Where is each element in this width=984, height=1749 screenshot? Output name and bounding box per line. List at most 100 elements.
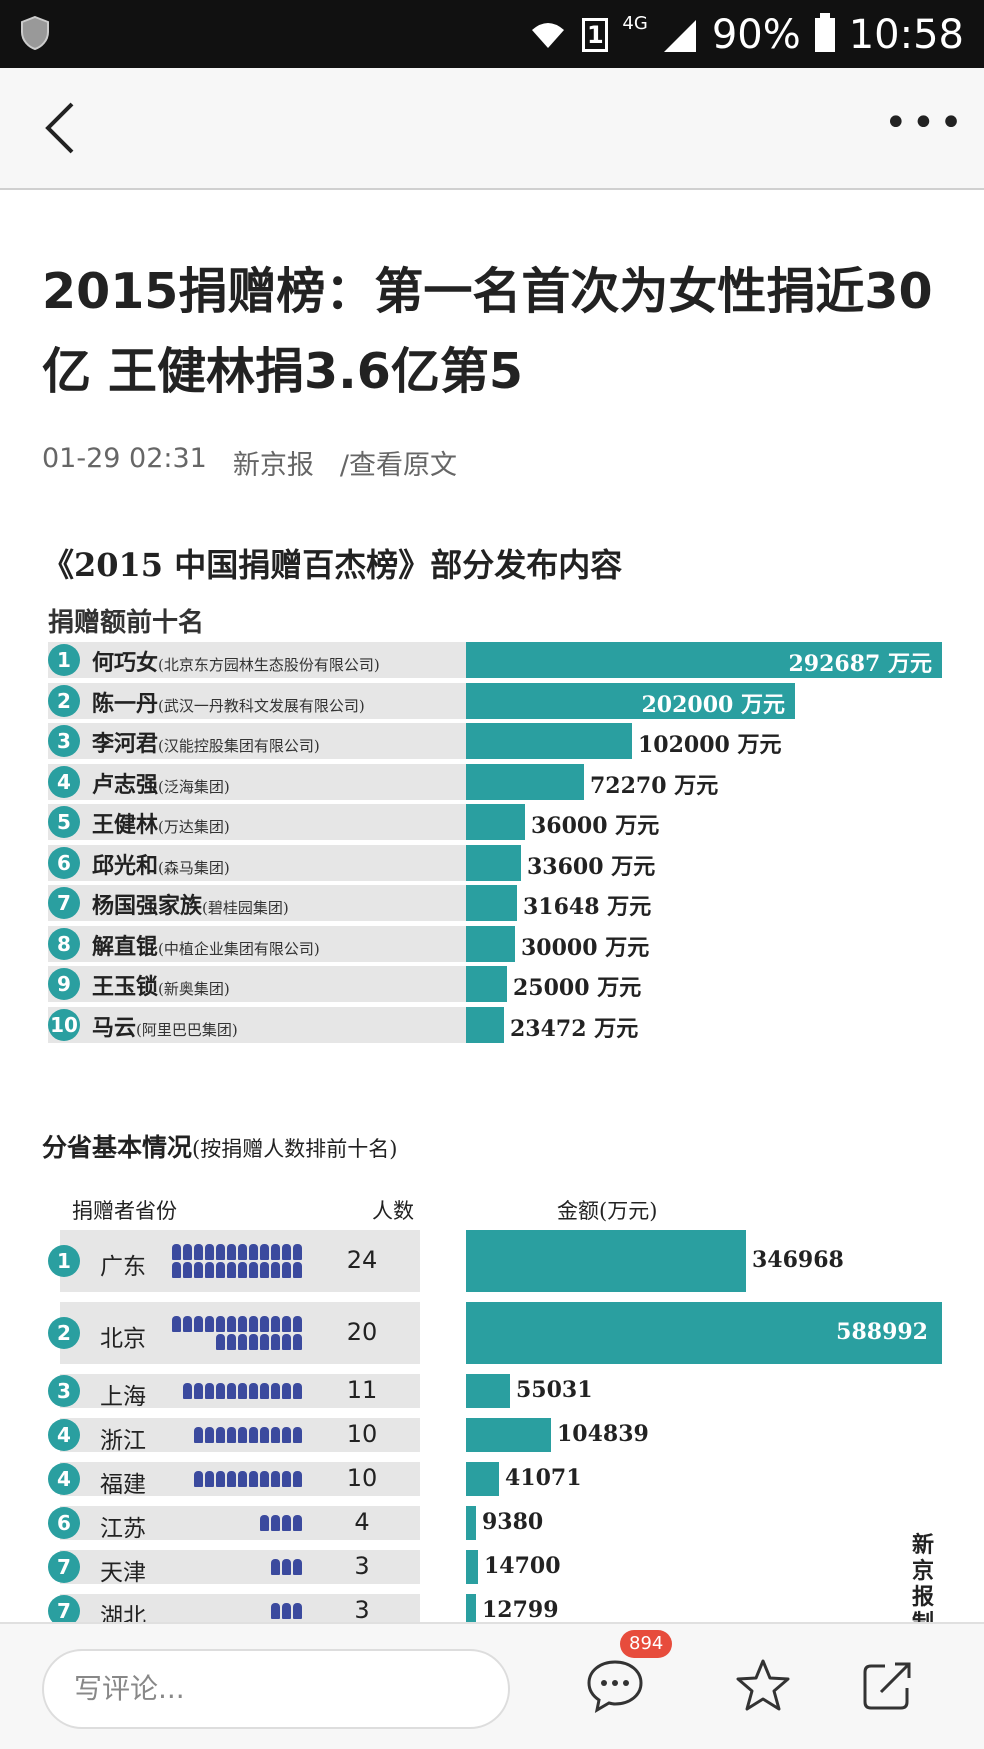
- rank-badge: 4: [48, 1463, 80, 1495]
- person-icon: [293, 1383, 302, 1399]
- donor-row: 2 陈一丹(武汉一丹教科文发展有限公司) 202000 万元: [42, 682, 942, 719]
- person-icon: [282, 1559, 291, 1575]
- donor-name: 李河君(汉能控股集团有限公司): [92, 726, 320, 758]
- province-row: 6 江苏 4 9380: [42, 1506, 942, 1542]
- person-icon: [293, 1262, 302, 1278]
- province-bar: [466, 1374, 510, 1408]
- person-icon: [249, 1262, 258, 1278]
- province-row-bg: [60, 1506, 420, 1540]
- donor-name: 何巧女(北京东方园林生态股份有限公司): [92, 645, 380, 677]
- person-icon: [271, 1603, 280, 1619]
- person-icon: [194, 1262, 203, 1278]
- comment-icon[interactable]: [585, 1656, 645, 1716]
- person-icon: [271, 1383, 280, 1399]
- person-icon: [205, 1262, 214, 1278]
- person-icon: [227, 1471, 236, 1487]
- province-name: 广东: [100, 1254, 146, 1280]
- person-icon: [293, 1515, 302, 1531]
- person-icon: [238, 1471, 247, 1487]
- province-name: 江苏: [100, 1516, 146, 1542]
- donor-count: 24: [346, 1246, 378, 1274]
- article-image[interactable]: 《2015 中国捐赠百杰榜》部分发布内容 捐赠额前十名 1 何巧女(北京东方园林生…: [42, 540, 942, 1622]
- donor-row-bg: [48, 844, 468, 881]
- nav-bar: •••: [0, 68, 984, 190]
- article-meta: 01-29 02:31 新京报 /查看原文: [42, 443, 457, 482]
- donor-row-bg: [48, 885, 468, 921]
- col-count-header: 人数: [372, 1199, 414, 1223]
- donor-count: 3: [354, 1552, 370, 1580]
- people-icons: [172, 1418, 302, 1452]
- donor-row: 10 马云(阿里巴巴集团) 23472 万元: [42, 1006, 942, 1043]
- rank-badge: 9: [48, 968, 80, 1000]
- donor-name-text: 解直锟: [92, 933, 159, 960]
- donor-bar: [466, 682, 795, 719]
- person-icon: [282, 1244, 291, 1260]
- donor-row-bg: [48, 966, 468, 1002]
- province-bar: [466, 1594, 476, 1622]
- donor-name-text: 邱光和: [92, 852, 159, 879]
- infographic-title: 《2015 中国捐赠百杰榜》部分发布内容: [42, 546, 623, 584]
- province-bar: [466, 1462, 499, 1496]
- person-icon: [238, 1244, 247, 1260]
- province-amount: 55031: [516, 1377, 593, 1403]
- province-row: 3 上海 11 55031: [42, 1374, 942, 1410]
- donor-name: 解直锟(中植企业集团有限公司): [92, 929, 320, 961]
- donor-name-text: 王健林: [92, 812, 159, 838]
- person-icon: [271, 1334, 280, 1350]
- province-bar: [466, 1418, 551, 1452]
- donor-row: 1 何巧女(北京东方园林生态股份有限公司) 292687 万元: [42, 642, 942, 678]
- donor-amount: 36000 万元: [531, 813, 660, 839]
- person-icon: [249, 1383, 258, 1399]
- person-icon: [293, 1244, 302, 1260]
- col-amount-header: 金额(万元): [557, 1199, 658, 1223]
- people-icons: [172, 1594, 302, 1622]
- province-amount: 346968: [752, 1247, 844, 1273]
- view-original-link[interactable]: /查看原文: [339, 450, 457, 481]
- person-icon: [216, 1471, 225, 1487]
- donor-amount: 30000 万元: [521, 934, 650, 961]
- person-icon: [260, 1383, 269, 1399]
- credit-label: 新京报制: [912, 1532, 935, 1622]
- province-name: 浙江: [100, 1428, 146, 1454]
- person-icon: [227, 1334, 236, 1350]
- donor-name: 邱光和(森马集团): [92, 848, 230, 880]
- donor-bar: [466, 642, 942, 678]
- person-icon: [205, 1383, 214, 1399]
- person-icon: [227, 1316, 236, 1332]
- donor-bar: [466, 844, 521, 881]
- donor-count: 3: [354, 1596, 370, 1622]
- donor-org: (北京东方园林生态股份有限公司): [158, 656, 380, 674]
- donor-row: 7 杨国强家族(碧桂园集团) 31648 万元: [42, 885, 942, 921]
- person-icon: [227, 1383, 236, 1399]
- donor-bar: [466, 1006, 504, 1043]
- province-bar: [466, 1302, 942, 1364]
- donor-name-text: 卢志强: [92, 771, 159, 798]
- comment-input[interactable]: 写评论...: [42, 1649, 510, 1729]
- share-icon[interactable]: [857, 1656, 917, 1716]
- province-row: 7 湖北 3 12799: [42, 1594, 942, 1622]
- donor-row-bg: [48, 642, 468, 678]
- people-icons: [172, 1230, 302, 1292]
- person-icon: [260, 1262, 269, 1278]
- person-icon: [282, 1262, 291, 1278]
- person-icon: [260, 1471, 269, 1487]
- person-icon: [271, 1244, 280, 1260]
- province-name: 北京: [100, 1326, 146, 1352]
- star-icon[interactable]: [733, 1656, 793, 1716]
- rank-badge: 4: [48, 765, 80, 798]
- battery-icon: [814, 13, 835, 52]
- back-icon[interactable]: [38, 98, 86, 158]
- more-icon[interactable]: •••: [884, 100, 967, 146]
- province-row: 4 浙江 10 104839: [42, 1418, 942, 1454]
- province-row: 4 福建 10 41071: [42, 1462, 942, 1498]
- person-icon: [227, 1244, 236, 1260]
- article-source[interactable]: 新京报: [232, 450, 314, 481]
- rank-badge: 7: [48, 1595, 80, 1622]
- article-date: 01-29 02:31: [42, 443, 207, 474]
- clock: 10:58: [848, 12, 964, 58]
- rank-badge: 2: [48, 684, 80, 717]
- person-icon: [227, 1262, 236, 1278]
- province-bar: [466, 1506, 476, 1540]
- person-icon: [216, 1244, 225, 1260]
- donor-amount: 102000 万元: [638, 732, 782, 758]
